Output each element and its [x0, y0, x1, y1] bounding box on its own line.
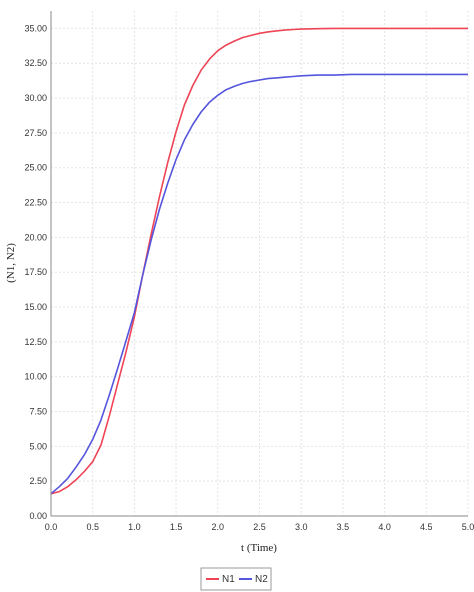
tick-labels: 0.0 0.5 1.0 1.5 2.0 2.5 3.0 3.5 4.0 4.5 5.0 0.00 2.5… — [24, 23, 474, 532]
y-tick-label: 35.00 — [24, 23, 47, 33]
x-axis-title: t (Time) — [241, 542, 277, 554]
y-tick-label: 15.00 — [24, 302, 47, 312]
x-tick-label: 3.0 — [295, 522, 308, 532]
x-tick-label: 5.0 — [462, 522, 474, 532]
y-tick-label: 27.50 — [24, 128, 47, 138]
x-tick-label: 2.5 — [253, 522, 266, 532]
x-tick-label: 1.0 — [128, 522, 141, 532]
y-tick-label: 2.50 — [29, 476, 47, 486]
series-lines — [50, 27, 468, 495]
x-tick-label: 0.5 — [86, 522, 99, 532]
y-axis-title: (N1, N2) — [5, 243, 17, 283]
x-tick-label: 3.5 — [337, 522, 350, 532]
y-tick-label: 7.50 — [29, 407, 47, 417]
y-tick-label: 12.50 — [24, 337, 47, 347]
x-tick-label: 2.0 — [212, 522, 225, 532]
y-tick-label: 22.50 — [24, 198, 47, 208]
x-tick-label: 0.0 — [45, 522, 58, 532]
y-tick-label: 0.00 — [29, 511, 47, 521]
y-tick-label: 32.50 — [24, 58, 47, 68]
legend-label-n2: N2 — [255, 574, 268, 585]
y-tick-label: 25.00 — [24, 163, 47, 173]
y-tick-label: 5.00 — [29, 441, 47, 451]
series-line-n1 — [50, 27, 468, 495]
y-tick-label: 20.00 — [24, 232, 47, 242]
y-tick-label: 10.00 — [24, 372, 47, 382]
x-tick-label: 4.5 — [420, 522, 433, 532]
legend-box — [200, 567, 272, 591]
gridlines — [51, 11, 469, 516]
legend-label-n1: N1 — [222, 574, 235, 585]
x-tick-label: 4.0 — [378, 522, 391, 532]
y-tick-label: 17.50 — [24, 267, 47, 277]
x-tick-label: 1.5 — [170, 522, 183, 532]
y-tick-label: 30.00 — [24, 93, 47, 103]
axes — [50, 11, 468, 517]
series-line-n2 — [50, 73, 468, 495]
legend: N1 N2 — [200, 567, 272, 591]
